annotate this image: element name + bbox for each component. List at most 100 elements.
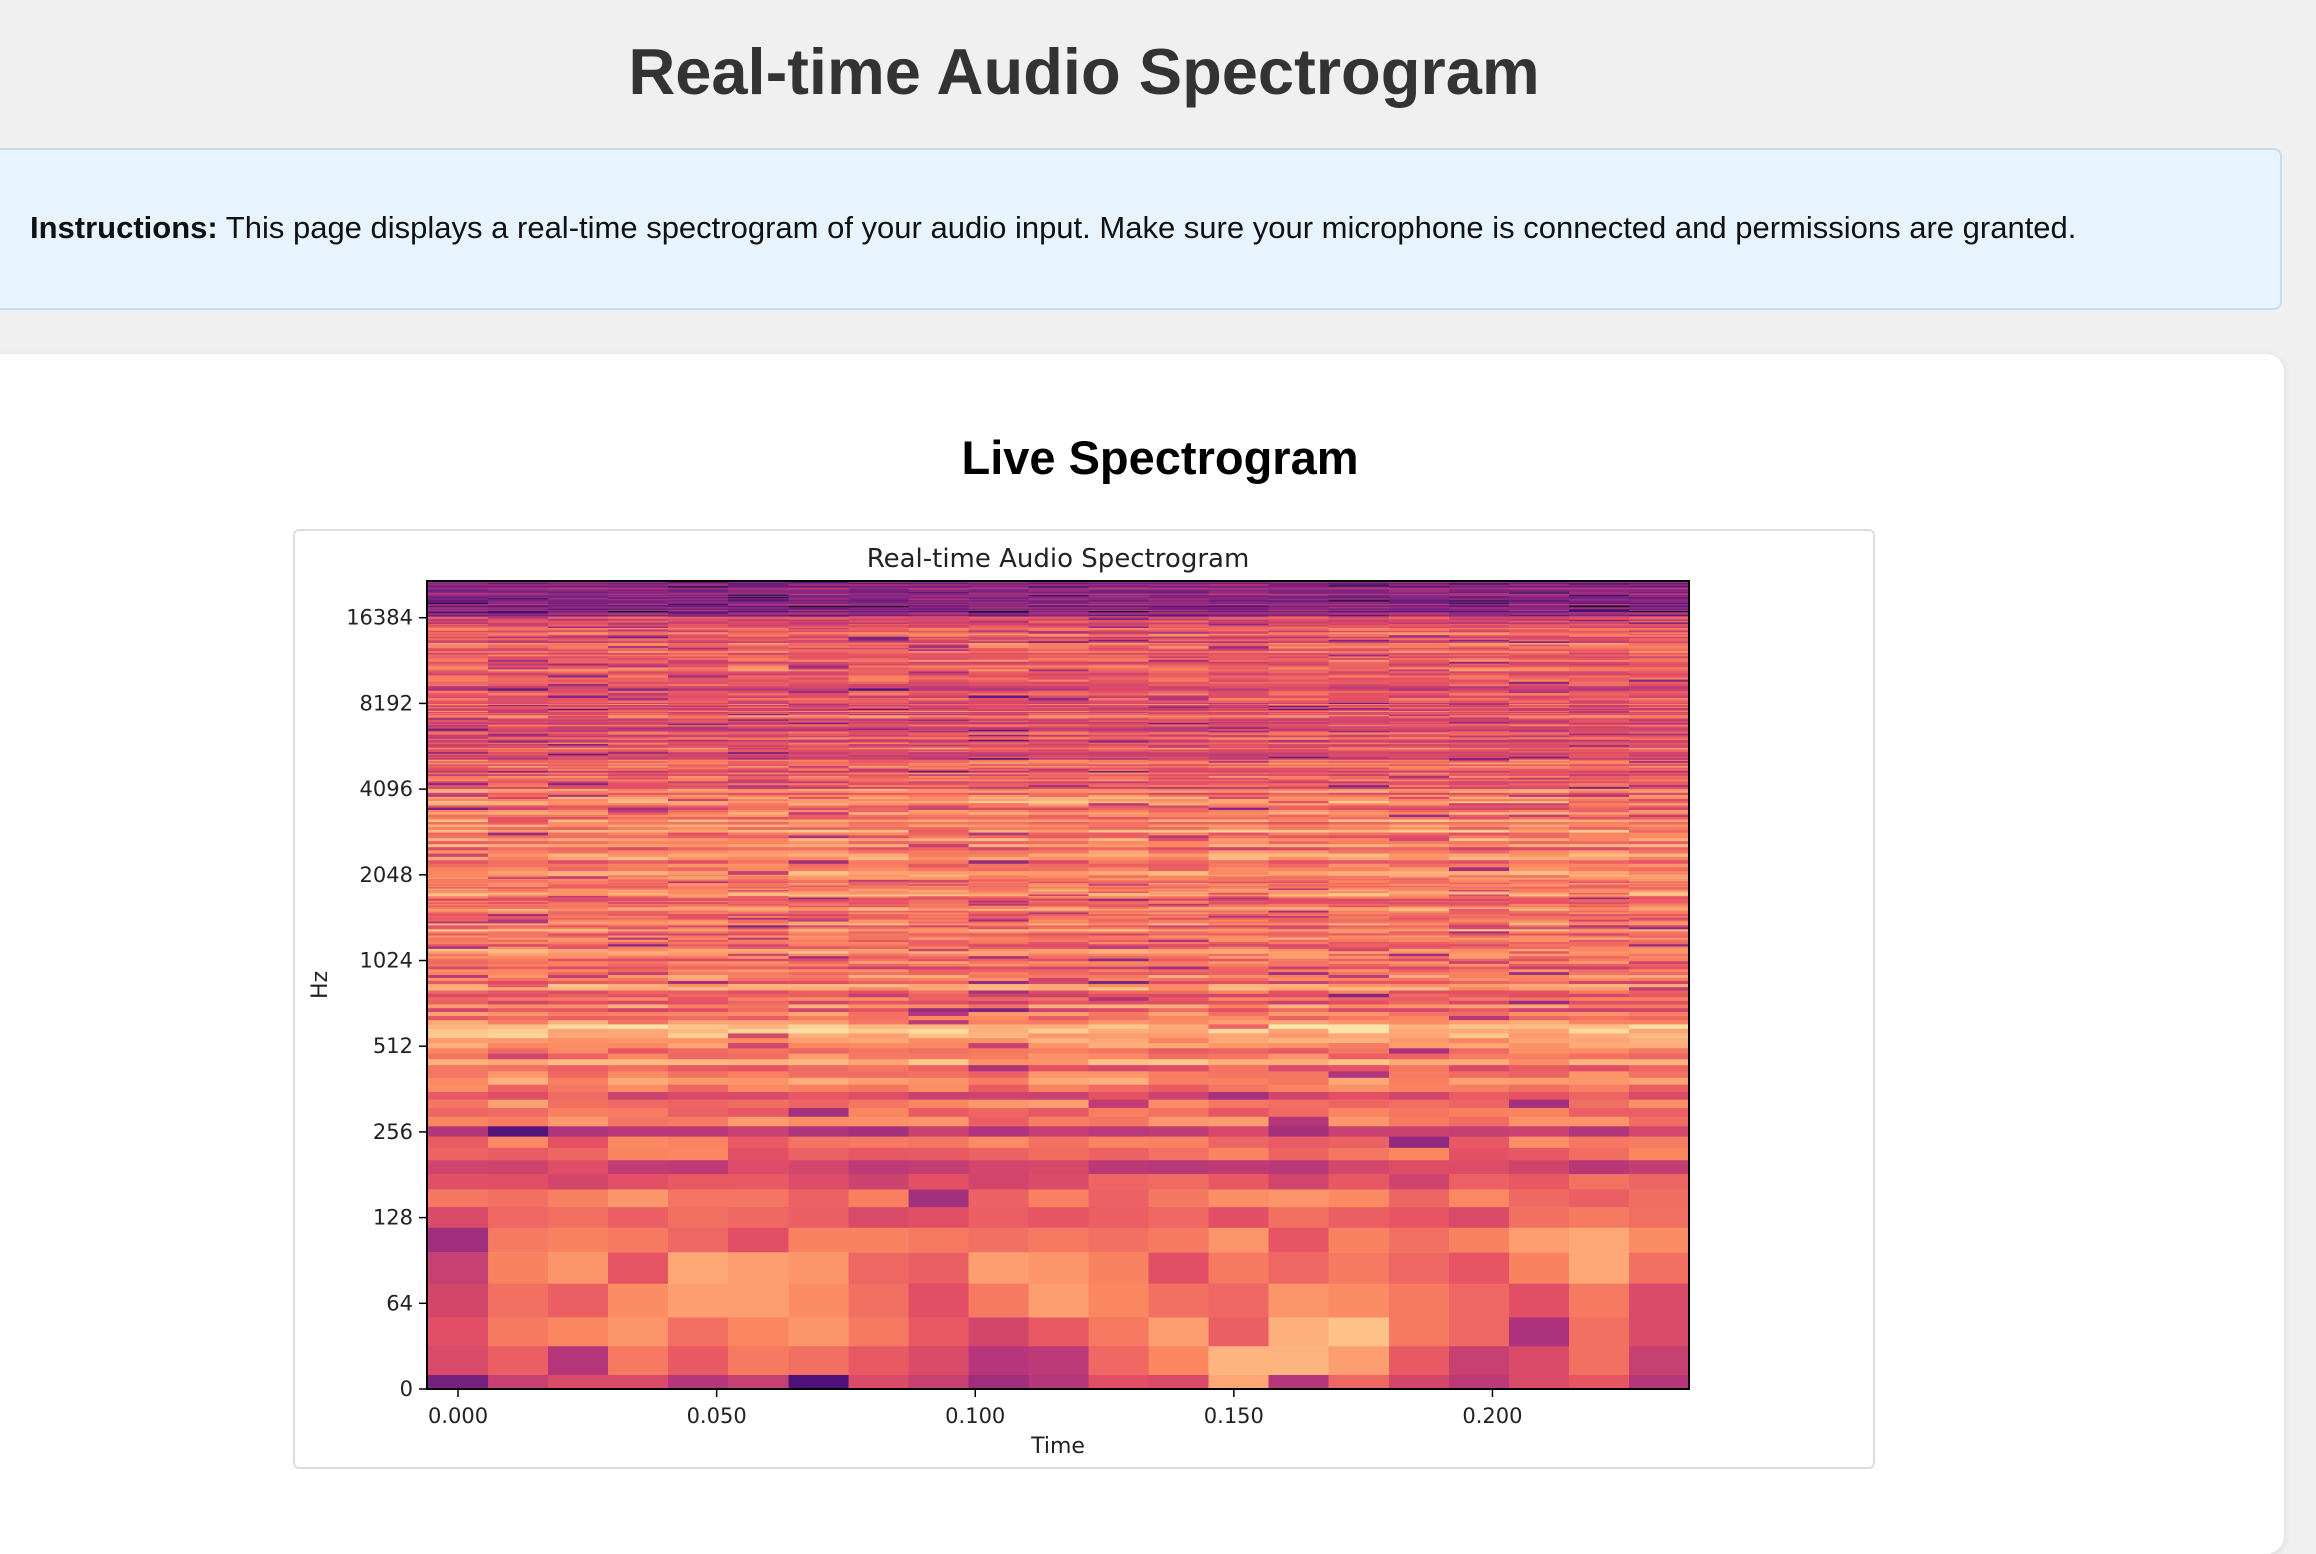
heatmap-cell	[848, 715, 910, 718]
heatmap-cell	[608, 1058, 669, 1066]
heatmap-cell	[848, 644, 910, 647]
heatmap-cell	[968, 1004, 1030, 1009]
heatmap-cell	[788, 889, 850, 892]
heatmap-cell	[968, 652, 1030, 655]
heatmap-cell	[848, 1077, 910, 1085]
heatmap-cell	[488, 665, 549, 668]
heatmap-cell	[1208, 1125, 1270, 1137]
heatmap-cell	[728, 633, 789, 636]
heatmap-cell	[668, 723, 729, 726]
heatmap-cell	[1208, 707, 1270, 709]
heatmap-cell	[1389, 655, 1450, 659]
heatmap-cell	[788, 713, 850, 716]
heatmap-cell	[788, 663, 850, 666]
heatmap-cell	[608, 950, 669, 954]
heatmap-cell	[1208, 834, 1270, 839]
heatmap-cell	[1509, 733, 1570, 735]
heatmap-cell	[1449, 672, 1510, 676]
heatmap-cell	[908, 798, 970, 802]
heatmap-cell	[728, 809, 789, 813]
heatmap-cell	[1509, 622, 1570, 624]
heatmap-cell	[1148, 870, 1210, 875]
heatmap-cell	[788, 780, 850, 784]
heatmap-cell	[908, 980, 970, 985]
heatmap-cell	[1208, 877, 1270, 879]
heatmap-cell	[1268, 986, 1330, 991]
heatmap-cell	[1208, 837, 1270, 842]
heatmap-cell	[1449, 634, 1510, 637]
heatmap-cell	[668, 655, 729, 659]
heatmap-cell	[1268, 1070, 1330, 1078]
heatmap-cell	[1389, 1116, 1450, 1127]
heatmap-cell	[1208, 708, 1270, 710]
heatmap-cell	[1569, 1189, 1630, 1208]
heatmap-cell	[848, 824, 910, 828]
heatmap-cell	[1449, 1107, 1510, 1117]
heatmap-cell	[1328, 1159, 1390, 1174]
heatmap-cell	[1389, 826, 1450, 830]
heatmap-cell	[1509, 772, 1570, 775]
heatmap-cell	[608, 665, 669, 668]
heatmap-cell	[608, 1091, 669, 1100]
heatmap-cell	[1629, 917, 1690, 920]
heatmap-cell	[608, 720, 669, 722]
heatmap-cell	[968, 765, 1030, 768]
heatmap-cell	[1208, 665, 1270, 668]
heatmap-cell	[908, 749, 970, 751]
heatmap-cell	[668, 888, 729, 891]
heatmap-cell	[1208, 1037, 1270, 1044]
heatmap-cell	[968, 933, 1030, 936]
heatmap-cell	[1629, 739, 1690, 742]
heatmap-cell	[1208, 894, 1270, 897]
heatmap-cell	[1328, 1107, 1390, 1117]
heatmap-cell	[1569, 629, 1630, 631]
heatmap-cell	[1389, 1099, 1450, 1108]
heatmap-cell	[1028, 996, 1090, 1001]
heatmap-cell	[1328, 996, 1390, 1001]
heatmap-cell	[968, 782, 1030, 786]
heatmap-cell	[608, 692, 669, 696]
heatmap-cell	[488, 798, 549, 802]
heatmap-cell	[908, 636, 970, 639]
heatmap-cell	[1208, 790, 1270, 793]
heatmap-cell	[788, 983, 850, 988]
heatmap-cell	[1449, 645, 1510, 648]
heatmap-cell	[1268, 683, 1330, 687]
heatmap-cell	[1569, 874, 1630, 877]
heatmap-cell	[488, 782, 549, 786]
heatmap-cell	[1268, 659, 1330, 662]
heatmap-cell	[1629, 993, 1690, 998]
heatmap-cell	[1148, 794, 1210, 797]
heatmap-cell	[428, 650, 489, 653]
heatmap-cell	[848, 796, 910, 799]
heatmap-cell	[1629, 898, 1690, 901]
heatmap-cell	[1569, 665, 1630, 668]
heatmap-cell	[1389, 654, 1450, 657]
heatmap-cell	[1148, 705, 1210, 707]
heatmap-cell	[488, 800, 549, 804]
heatmap-cell	[1208, 1028, 1270, 1034]
heatmap-cell	[1328, 977, 1390, 981]
heatmap-cell	[1088, 834, 1150, 839]
heatmap-cell	[1629, 971, 1690, 975]
heatmap-cell	[428, 1345, 489, 1376]
heatmap-cell	[908, 926, 970, 930]
heatmap-cell	[968, 1099, 1030, 1108]
heatmap-cell	[1208, 749, 1270, 751]
heatmap-cell	[848, 667, 910, 670]
heatmap-cell	[848, 690, 910, 694]
heatmap-cell	[668, 832, 729, 836]
heatmap-cell	[1328, 832, 1390, 836]
heatmap-cell	[1569, 891, 1630, 893]
heatmap-cell	[1509, 1125, 1570, 1137]
heatmap-cell	[488, 990, 549, 994]
heatmap-cell	[1088, 703, 1150, 705]
heatmap-cell	[1208, 816, 1270, 820]
heatmap-cell	[1629, 926, 1690, 930]
heatmap-cell	[1208, 933, 1270, 936]
heatmap-cell	[1268, 859, 1330, 864]
heatmap-cell	[1268, 898, 1330, 901]
heatmap-cell	[1028, 1064, 1090, 1072]
heatmap-cell	[1088, 977, 1150, 981]
heatmap-cell	[1629, 779, 1690, 782]
